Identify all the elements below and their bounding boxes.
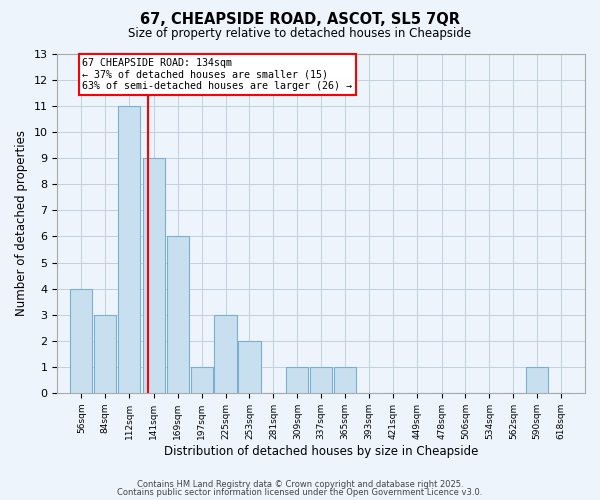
Text: 67 CHEAPSIDE ROAD: 134sqm
← 37% of detached houses are smaller (15)
63% of semi-: 67 CHEAPSIDE ROAD: 134sqm ← 37% of detac… bbox=[82, 58, 352, 91]
X-axis label: Distribution of detached houses by size in Cheapside: Distribution of detached houses by size … bbox=[164, 444, 478, 458]
Text: 67, CHEAPSIDE ROAD, ASCOT, SL5 7QR: 67, CHEAPSIDE ROAD, ASCOT, SL5 7QR bbox=[140, 12, 460, 28]
Text: Contains HM Land Registry data © Crown copyright and database right 2025.: Contains HM Land Registry data © Crown c… bbox=[137, 480, 463, 489]
Bar bbox=[310, 367, 332, 393]
Bar bbox=[334, 367, 356, 393]
Bar bbox=[118, 106, 140, 393]
Bar bbox=[167, 236, 189, 393]
Bar bbox=[94, 314, 116, 393]
Bar bbox=[526, 367, 548, 393]
Text: Contains public sector information licensed under the Open Government Licence v3: Contains public sector information licen… bbox=[118, 488, 482, 497]
Bar bbox=[286, 367, 308, 393]
Bar bbox=[214, 314, 236, 393]
Bar bbox=[191, 367, 213, 393]
Y-axis label: Number of detached properties: Number of detached properties bbox=[15, 130, 28, 316]
Bar bbox=[238, 340, 260, 393]
Bar bbox=[143, 158, 165, 393]
Bar bbox=[70, 288, 92, 393]
Text: Size of property relative to detached houses in Cheapside: Size of property relative to detached ho… bbox=[128, 28, 472, 40]
